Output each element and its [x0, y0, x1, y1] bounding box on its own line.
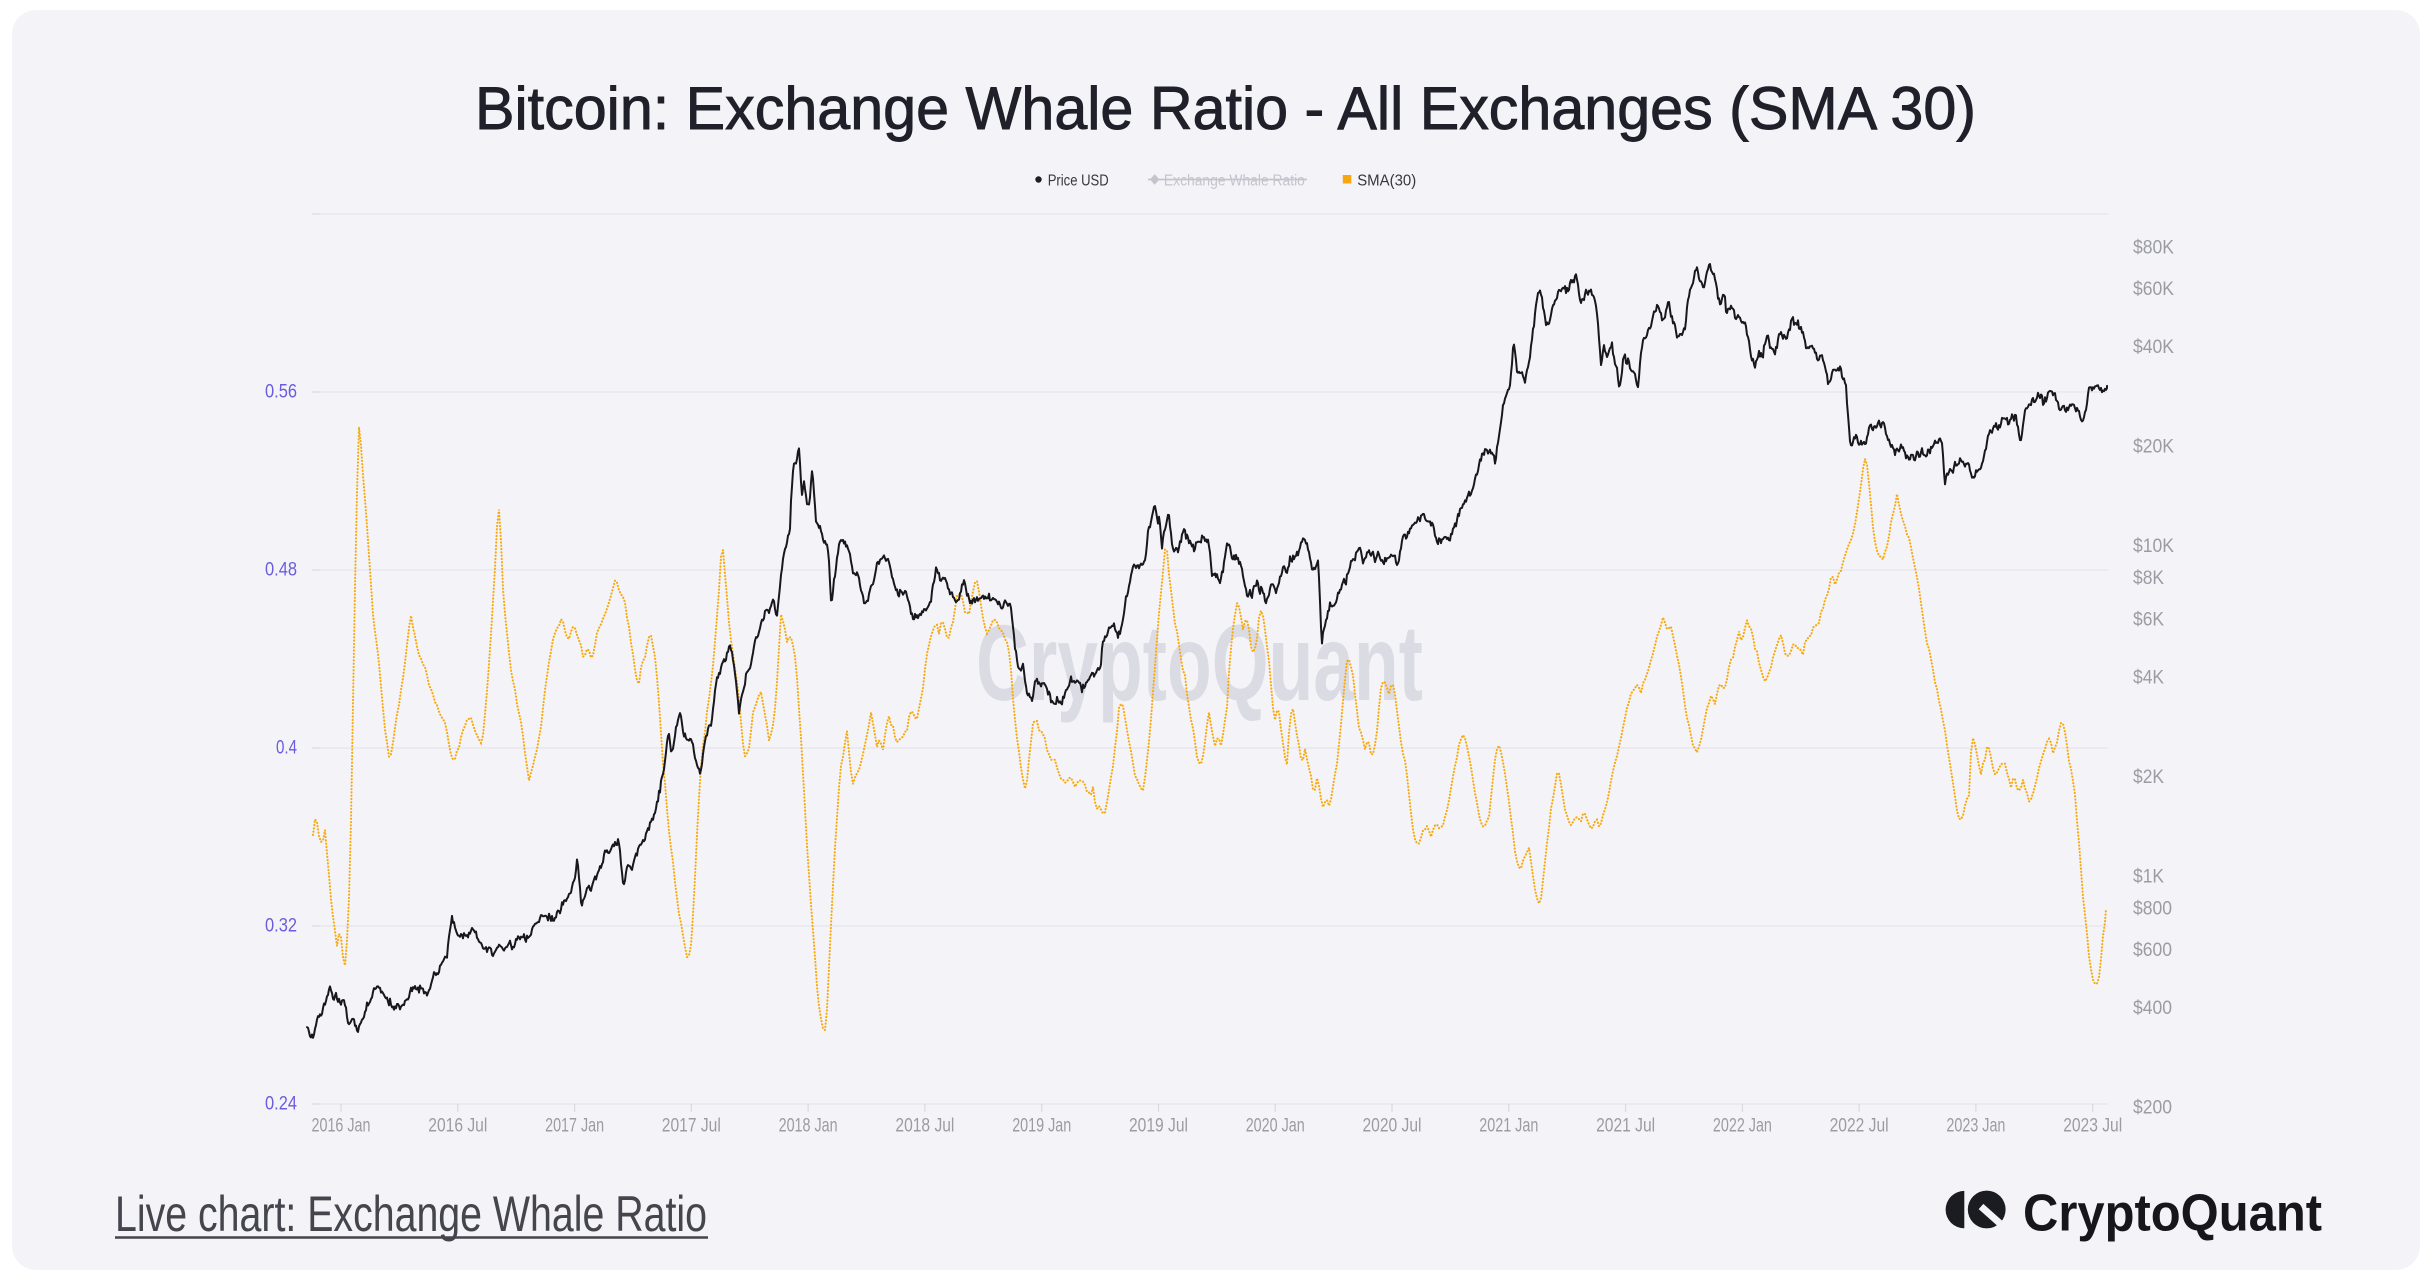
svg-text:CryptoQuant: CryptoQuant — [2023, 1185, 2322, 1243]
svg-text:2016 Jan: 2016 Jan — [312, 1116, 371, 1137]
svg-text:2022 Jul: 2022 Jul — [1830, 1116, 1889, 1137]
svg-text:$1K: $1K — [2133, 867, 2164, 888]
svg-text:2021 Jan: 2021 Jan — [1479, 1116, 1538, 1137]
svg-text:2020 Jul: 2020 Jul — [1363, 1116, 1422, 1137]
svg-text:2018 Jan: 2018 Jan — [779, 1116, 838, 1137]
svg-text:$200: $200 — [2133, 1098, 2172, 1119]
svg-text:Exchange Whale Ratio: Exchange Whale Ratio — [1164, 173, 1305, 190]
svg-text:2017 Jul: 2017 Jul — [662, 1116, 721, 1137]
svg-text:0.4: 0.4 — [276, 738, 297, 759]
svg-text:2021 Jul: 2021 Jul — [1596, 1116, 1655, 1137]
svg-text:2023 Jul: 2023 Jul — [2063, 1116, 2122, 1137]
svg-text:2019 Jul: 2019 Jul — [1129, 1116, 1188, 1137]
svg-text:2022 Jan: 2022 Jan — [1713, 1116, 1772, 1137]
svg-text:2019 Jan: 2019 Jan — [1012, 1116, 1071, 1137]
svg-text:Live chart: Exchange Whale Rat: Live chart: Exchange Whale Ratio — [115, 1186, 707, 1242]
svg-text:CryptoQuant: CryptoQuant — [976, 602, 1423, 723]
svg-text:$800: $800 — [2133, 899, 2172, 920]
svg-text:Price USD: Price USD — [1048, 173, 1109, 190]
svg-text:$6K: $6K — [2133, 609, 2164, 630]
svg-text:$20K: $20K — [2133, 437, 2174, 458]
svg-text:SMA(30): SMA(30) — [1357, 173, 1416, 190]
svg-text:2017 Jan: 2017 Jan — [545, 1116, 604, 1137]
svg-text:$600: $600 — [2133, 940, 2172, 961]
svg-text:2016 Jul: 2016 Jul — [428, 1116, 487, 1137]
svg-text:2018 Jul: 2018 Jul — [895, 1116, 954, 1137]
svg-text:Bitcoin: Exchange Whale Ratio: Bitcoin: Exchange Whale Ratio - All Exch… — [475, 75, 1976, 142]
svg-text:0.56: 0.56 — [265, 382, 297, 403]
svg-text:$400: $400 — [2133, 998, 2172, 1019]
svg-text:$40K: $40K — [2133, 337, 2174, 358]
svg-text:$10K: $10K — [2133, 536, 2174, 557]
svg-text:2020 Jan: 2020 Jan — [1246, 1116, 1305, 1137]
svg-text:0.48: 0.48 — [265, 560, 297, 581]
svg-text:$80K: $80K — [2133, 238, 2174, 259]
svg-text:2023 Jan: 2023 Jan — [1946, 1116, 2005, 1137]
svg-text:$2K: $2K — [2133, 767, 2164, 788]
svg-text:$60K: $60K — [2133, 279, 2174, 300]
svg-text:0.32: 0.32 — [265, 916, 297, 937]
svg-text:$4K: $4K — [2133, 668, 2164, 689]
svg-text:0.24: 0.24 — [265, 1094, 297, 1115]
svg-text:$8K: $8K — [2133, 568, 2164, 589]
